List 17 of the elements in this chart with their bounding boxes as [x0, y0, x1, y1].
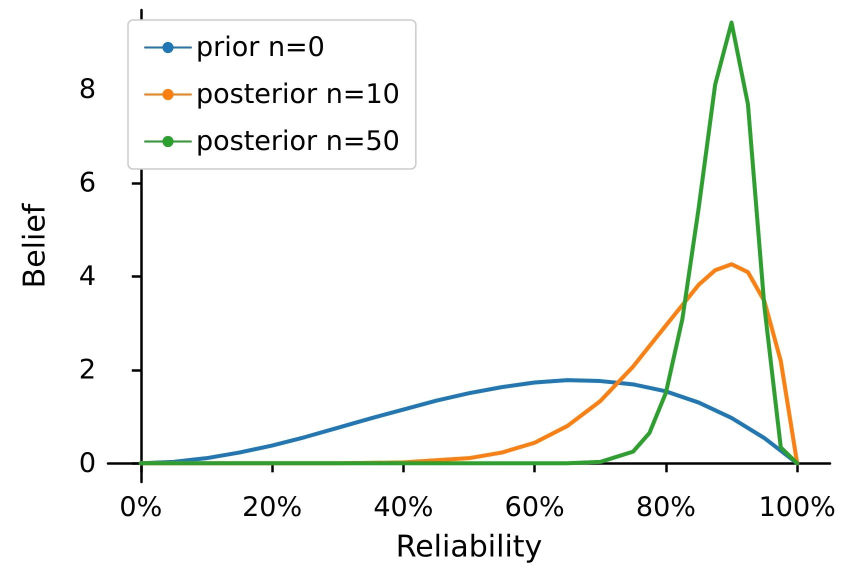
x-tick-label: 0%	[119, 492, 162, 523]
y-tick-label: 2	[78, 354, 96, 386]
legend-label: prior n=0	[196, 32, 325, 63]
y-tick-label: 4	[78, 260, 96, 292]
y-tick-label: 0	[78, 448, 96, 479]
x-tick-label: 40%	[373, 492, 434, 523]
legend-label: posterior n=10	[196, 79, 400, 110]
y-tick-label: 6	[78, 167, 96, 198]
line-series	[138, 20, 800, 466]
x-tick-label: 60%	[504, 492, 565, 523]
y-tick-label: 8	[78, 74, 96, 105]
x-axis-title: Reliability	[396, 530, 542, 564]
legend-label: posterior n=50	[196, 126, 400, 157]
x-tick-label: 20%	[242, 492, 302, 523]
x-tick-label: 80%	[636, 492, 696, 523]
y-axis-title: Belief	[18, 202, 52, 288]
x-tick-label: 100%	[758, 492, 836, 523]
